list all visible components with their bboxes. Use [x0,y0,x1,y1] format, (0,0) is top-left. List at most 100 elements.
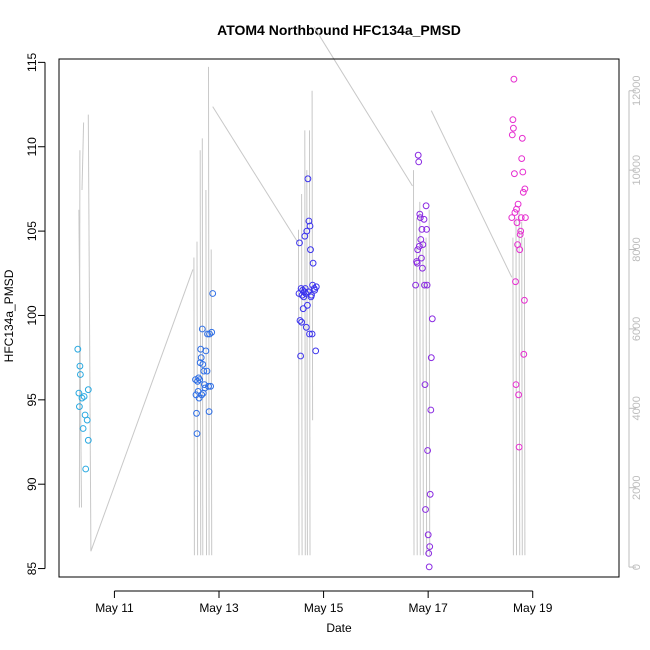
trace-segment [193,257,195,556]
data-point [512,278,519,286]
trace-segment [78,150,81,508]
data-point [299,305,307,313]
data-point [209,290,217,297]
trace-segment [521,221,523,556]
right-tick-label: 2000 [631,475,643,499]
y-tick-label: 95 [25,393,39,407]
data-point [426,543,434,550]
data-point [306,330,313,338]
trace-segment [301,193,303,556]
data-point [416,214,424,222]
data-point [198,391,206,399]
data-point [80,393,88,400]
data-point [520,350,528,358]
data-point [414,246,422,254]
trace-segment [199,150,202,556]
data-point [202,347,210,355]
data-point [298,318,306,326]
y-tick-label: 90 [25,477,39,491]
y-tick-label: 105 [25,221,39,241]
right-tick-label: 4000 [631,396,643,420]
data-point [511,209,519,216]
data-point [207,382,215,390]
data-point [195,374,203,382]
data-point [296,239,303,247]
data-point [510,124,517,132]
data-point [305,217,313,225]
data-point [419,264,426,272]
data-point [426,490,434,498]
data-point [509,116,517,124]
x-tick-label: May 15 [304,601,344,615]
trace-segment [210,249,213,556]
trace-segment [90,269,194,552]
data-point [428,315,436,323]
data-point [521,296,528,304]
data-point [419,241,427,249]
data-point [200,367,208,375]
data-point [306,222,314,230]
trace-segment [416,217,418,556]
data-point [517,227,525,235]
data-point [312,283,320,291]
data-point [298,291,306,299]
data-point [304,301,311,309]
trace-segment [304,130,306,556]
x-tick-label: May 13 [199,601,239,615]
data-point [519,168,527,176]
data-point [517,214,525,222]
data-point [424,447,432,454]
data-point [297,352,305,360]
right-tick-label: 10000 [631,155,643,186]
x-tick-label: May 19 [513,601,553,615]
data-point [308,330,316,338]
y-tick-label: 85 [25,562,39,576]
scatter-points [74,75,529,571]
data-point [427,354,435,362]
data-point [304,175,312,183]
data-point [303,227,311,235]
data-point [415,242,423,250]
data-point [309,259,317,267]
trace-segment [212,106,298,242]
data-point [515,391,522,399]
trace-segment [311,90,314,421]
data-point [75,389,83,397]
trace-segment [298,229,300,556]
data-point [197,354,205,362]
data-point [413,259,421,267]
data-point [423,226,431,233]
data-point [311,286,319,294]
y-tick-label: 110 [25,137,39,156]
trace-segment [518,209,521,556]
data-point [84,436,92,444]
y-axis-label: HFC134a_PMSD [2,269,16,362]
background-trace [78,26,526,556]
data-point [308,291,315,299]
data-point [193,409,200,417]
data-point [422,506,429,513]
data-point [198,325,206,333]
data-point [205,408,213,416]
data-point [508,214,516,222]
data-point [416,210,424,218]
data-point [76,403,83,411]
data-point [204,330,211,338]
right-tick-label: 0 [631,564,643,570]
data-point [193,430,201,438]
trace-segment [512,237,514,556]
data-point [518,134,526,142]
data-point [83,416,91,424]
trace-segment [419,201,421,556]
trace-segment [428,209,431,556]
data-point [512,381,520,389]
data-point [208,328,216,336]
data-point [420,215,428,223]
data-point [307,246,314,254]
trace-segment [422,241,424,556]
data-point [521,185,529,193]
data-point [74,345,82,353]
axes: May 11 May 13 May 15 May 17 May 19 85 90 95 100 1… [25,52,643,614]
data-point [300,293,308,301]
